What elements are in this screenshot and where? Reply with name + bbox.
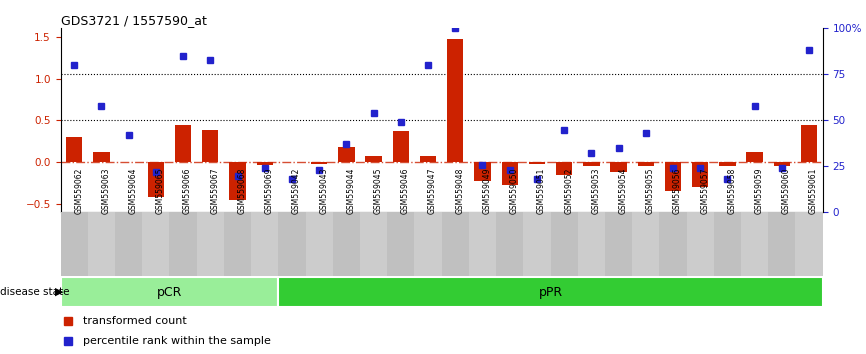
Text: GSM559048: GSM559048	[456, 168, 464, 214]
Text: GSM559067: GSM559067	[210, 168, 219, 214]
Bar	[720, 162, 735, 166]
Bar	[415, 212, 442, 276]
Bar	[224, 212, 251, 276]
Text: GSM559044: GSM559044	[346, 168, 355, 214]
Text: ▶: ▶	[55, 287, 63, 297]
Text: GSM559066: GSM559066	[183, 168, 192, 214]
Text: GSM559058: GSM559058	[727, 168, 736, 214]
Text: GSM559057: GSM559057	[701, 168, 709, 214]
Bar	[278, 277, 823, 307]
Bar	[523, 212, 551, 276]
Bar	[475, 162, 491, 181]
Text: GSM559069: GSM559069	[265, 168, 274, 214]
Bar	[333, 212, 360, 276]
Text: transformed count: transformed count	[83, 316, 187, 326]
Text: GSM559062: GSM559062	[74, 168, 83, 214]
Text: GSM559061: GSM559061	[809, 168, 818, 214]
Bar	[142, 212, 170, 276]
Bar	[61, 212, 87, 276]
Bar	[387, 212, 415, 276]
Bar	[229, 162, 246, 200]
Bar	[578, 212, 605, 276]
Bar	[306, 212, 333, 276]
Bar	[170, 212, 197, 276]
Bar	[605, 212, 632, 276]
Bar	[447, 39, 463, 162]
Bar	[583, 162, 599, 166]
Bar	[442, 212, 469, 276]
Bar	[501, 162, 518, 185]
Text: GSM559043: GSM559043	[320, 168, 328, 214]
Text: GSM559064: GSM559064	[129, 168, 138, 214]
Bar	[665, 162, 682, 192]
Text: GSM559053: GSM559053	[591, 168, 600, 214]
Text: GSM559042: GSM559042	[292, 168, 301, 214]
Bar	[746, 152, 763, 162]
Text: disease state: disease state	[0, 287, 69, 297]
Bar	[202, 130, 218, 162]
Text: GSM559055: GSM559055	[646, 168, 655, 214]
Bar	[94, 152, 110, 162]
Text: GSM559051: GSM559051	[537, 168, 546, 214]
Text: pPR: pPR	[539, 286, 563, 298]
Bar	[61, 277, 278, 307]
Bar	[251, 212, 278, 276]
Bar	[148, 162, 164, 197]
Bar	[66, 137, 82, 162]
Bar	[469, 212, 496, 276]
Text: GSM559045: GSM559045	[373, 168, 383, 214]
Bar	[796, 212, 823, 276]
Text: GSM559063: GSM559063	[101, 168, 111, 214]
Text: GSM559049: GSM559049	[482, 168, 492, 214]
Bar	[801, 125, 818, 162]
Text: GSM559060: GSM559060	[782, 168, 791, 214]
Bar	[659, 212, 687, 276]
Bar	[692, 162, 708, 187]
Bar	[175, 125, 191, 162]
Bar	[529, 162, 545, 164]
Text: percentile rank within the sample: percentile rank within the sample	[83, 336, 271, 346]
Bar	[714, 212, 741, 276]
Bar	[278, 212, 306, 276]
Bar	[339, 147, 354, 162]
Text: GSM559065: GSM559065	[156, 168, 165, 214]
Text: GSM559052: GSM559052	[564, 168, 573, 214]
Bar	[115, 212, 142, 276]
Text: GSM559047: GSM559047	[428, 168, 437, 214]
Text: GSM559068: GSM559068	[237, 168, 247, 214]
Bar	[496, 212, 523, 276]
Bar	[556, 162, 572, 175]
Text: GSM559046: GSM559046	[401, 168, 410, 214]
Bar	[256, 162, 273, 165]
Text: GSM559059: GSM559059	[754, 168, 764, 214]
Bar	[420, 156, 436, 162]
Bar	[551, 212, 578, 276]
Bar	[360, 212, 387, 276]
Bar	[768, 212, 796, 276]
Bar	[197, 212, 224, 276]
Text: GSM559050: GSM559050	[510, 168, 519, 214]
Bar	[611, 162, 627, 172]
Bar	[311, 162, 327, 164]
Bar	[773, 162, 790, 166]
Bar	[741, 212, 768, 276]
Text: GSM559054: GSM559054	[618, 168, 628, 214]
Bar	[637, 162, 654, 166]
Bar	[687, 212, 714, 276]
Bar	[632, 212, 659, 276]
Bar	[392, 131, 409, 162]
Text: GSM559056: GSM559056	[673, 168, 682, 214]
Bar	[365, 156, 382, 162]
Text: pCR: pCR	[157, 286, 182, 298]
Bar	[87, 212, 115, 276]
Text: GDS3721 / 1557590_at: GDS3721 / 1557590_at	[61, 14, 206, 27]
